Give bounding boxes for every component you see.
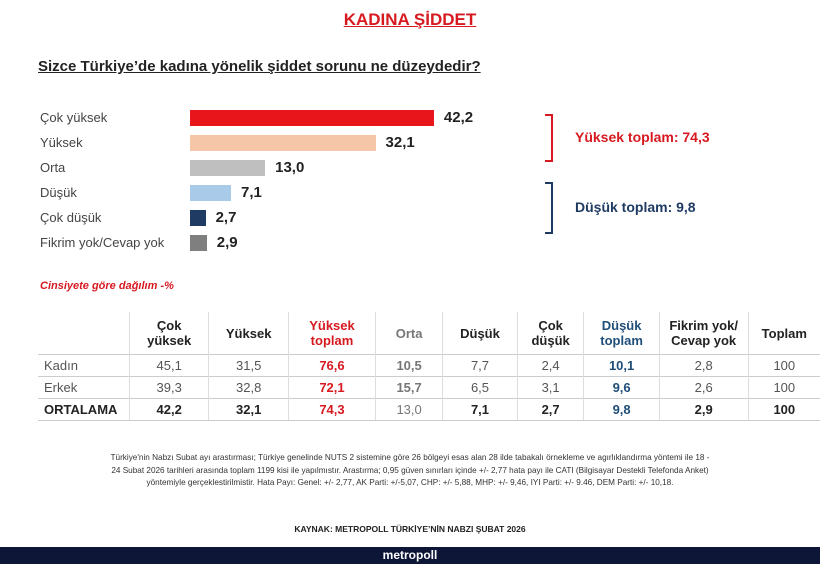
question: Sizce Türkiye’de kadına yönelik şiddet s…	[38, 58, 481, 75]
column-header: Çok yüksek	[129, 312, 209, 355]
bar	[190, 235, 207, 251]
page-title: KADINA ŞİDDET	[343, 10, 477, 29]
table-row: Kadın 45,1 31,5 76,6 10,5 7,7 2,4 10,1 2,8 100	[38, 354, 820, 377]
table-cell: 2,7	[516, 398, 584, 421]
brand-footer: metropoll	[0, 547, 820, 564]
low-total-annotation: Düşük toplam: 9,8	[575, 199, 696, 215]
high-total-annotation: Yüksek toplam: 74,3	[575, 129, 710, 145]
table-cell: 39,3	[129, 376, 209, 399]
column-header: Yüksek toplam	[288, 312, 376, 355]
table-cell: 100	[747, 354, 820, 377]
table-cell: 6,5	[442, 376, 518, 399]
table-caption: Cinsiyete göre dağılım -%	[40, 280, 174, 292]
table-row: ORTALAMA 42,2 32,1 74,3 13,0 7,1 2,7 9,8 2,9 100	[38, 398, 820, 421]
table-cell: 45,1	[129, 354, 209, 377]
column-header: Yüksek	[208, 312, 289, 355]
bar-value-label: 2,7	[215, 209, 237, 226]
table-cell: ORTALAMA	[38, 398, 130, 421]
table-row: Erkek 39,3 32,8 72,1 15,7 6,5 3,1 9,6 2,6 100	[38, 376, 820, 399]
table-cell: 7,1	[442, 398, 518, 421]
bar-label: Düşük	[40, 185, 77, 200]
bar-label: Çok yüksek	[40, 110, 108, 125]
table-cell: 13,0	[374, 398, 443, 421]
column-header: Düşük toplam	[583, 312, 660, 355]
bar-label: Fikrim yok/Cevap yok	[40, 235, 165, 250]
source: KAYNAK: METROPOLL TÜRKİYE’NİN NABZI ŞUBA…	[294, 524, 526, 534]
table-cell: 2,8	[658, 354, 749, 377]
bar-label: Yüksek	[40, 135, 83, 150]
high-bracket	[545, 114, 553, 162]
table-cell: 32,1	[208, 398, 289, 421]
table-cell: 10,5	[374, 354, 443, 377]
bar-label: Orta	[40, 160, 66, 175]
table-cell: 31,5	[208, 354, 289, 377]
bar	[190, 135, 376, 151]
bar	[190, 185, 232, 201]
table-cell: 7,7	[442, 354, 518, 377]
table-cell: 72,1	[288, 376, 376, 399]
table-cell: 2,4	[516, 354, 584, 377]
column-header: Fikrim yok/ Cevap yok	[658, 312, 749, 355]
column-header: Toplam	[747, 312, 820, 355]
table-cell: 2,6	[658, 376, 749, 399]
table-cell: 74,3	[288, 398, 376, 421]
table-cell: 100	[747, 376, 820, 399]
table-cell: 9,8	[583, 398, 660, 421]
bar	[190, 210, 206, 226]
table-cell: 3,1	[516, 376, 584, 399]
bar	[190, 110, 434, 126]
table-cell: 76,6	[288, 354, 376, 377]
table-cell: Erkek	[38, 376, 130, 399]
methodology-note: Türkiye'nin Nabzı Subat ayı arastırması;…	[110, 453, 710, 487]
bar	[190, 160, 266, 176]
table-cell: 15,7	[374, 376, 443, 399]
column-header: Çok düşük	[516, 312, 584, 355]
table-cell: 42,2	[129, 398, 209, 421]
column-header	[38, 312, 130, 355]
table-cell: 100	[747, 398, 820, 421]
bar-value-label: 2,9	[216, 234, 238, 251]
bar-value-label: 32,1	[385, 134, 415, 151]
bar-label: Çok düşük	[40, 210, 102, 225]
table-cell: 10,1	[583, 354, 660, 377]
table-cell: 2,9	[658, 398, 749, 421]
column-header: Düşük	[442, 312, 518, 355]
bar-value-label: 7,1	[241, 184, 262, 201]
low-bracket	[545, 182, 553, 234]
bar-value-label: 13,0	[275, 159, 305, 176]
table-cell: Kadın	[38, 354, 130, 377]
bar-value-label: 42,2	[443, 109, 474, 126]
column-header: Orta	[374, 312, 443, 355]
table-cell: 9,6	[583, 376, 660, 399]
gender-table: Çok yüksek Yüksek Yüksek toplam Orta Düşük Ço…	[38, 312, 820, 421]
table-cell: 32,8	[208, 376, 289, 399]
